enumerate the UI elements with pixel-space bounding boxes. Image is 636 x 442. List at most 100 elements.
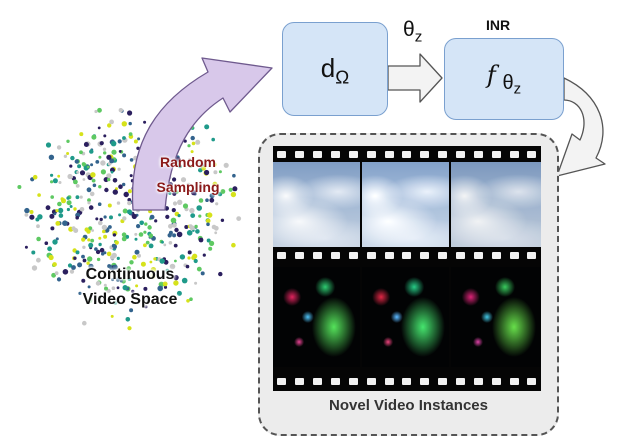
- cloud-point: [110, 140, 117, 147]
- cloud-point: [116, 278, 120, 282]
- cloud-point: [127, 110, 133, 116]
- novel-video-instances-caption: Novel Video Instances: [329, 397, 488, 414]
- cloud-point: [60, 197, 64, 201]
- cloud-point: [211, 224, 217, 230]
- random-sampling-line1: Random: [160, 154, 216, 170]
- cloud-point: [104, 187, 109, 193]
- cloud-point: [218, 170, 222, 174]
- cloud-point: [157, 285, 163, 292]
- inr-title: INR: [486, 17, 511, 33]
- cloud-point: [196, 205, 202, 211]
- cloud-point: [122, 153, 127, 158]
- cloud-point: [110, 314, 114, 318]
- cloud-point: [50, 226, 55, 231]
- cloud-point: [75, 250, 80, 255]
- cloud-point: [52, 239, 58, 245]
- cloud-point: [82, 178, 86, 181]
- cloud-point: [228, 187, 233, 192]
- cloud-point: [69, 164, 73, 168]
- cloud-point: [98, 155, 102, 159]
- cloud-point: [184, 225, 189, 229]
- cloud-point: [214, 231, 218, 235]
- cloud-point: [127, 277, 132, 281]
- cloud-point: [154, 219, 158, 223]
- cloud-point: [95, 249, 101, 255]
- inr-theta: θ: [502, 72, 514, 94]
- cloud-point: [129, 308, 134, 313]
- cloud-point: [190, 150, 194, 154]
- inr-function-label: f θz: [445, 61, 563, 98]
- cloud-point: [127, 326, 132, 331]
- cloud-point: [136, 146, 140, 150]
- cloud-point: [132, 254, 137, 260]
- cloud-point: [107, 264, 112, 269]
- cloud-point: [202, 253, 206, 257]
- cloud-point: [88, 226, 93, 231]
- cloud-point: [172, 191, 177, 196]
- cloud-point: [83, 142, 89, 147]
- cloud-point: [180, 177, 187, 183]
- cloud-point: [89, 191, 95, 197]
- cloud-point: [187, 250, 192, 255]
- cloud-point: [117, 139, 122, 144]
- film-strip-particles: [273, 263, 541, 391]
- cloud-point: [122, 208, 128, 214]
- cloud-point: [112, 189, 119, 195]
- cloud-point: [45, 142, 52, 148]
- cloud-point: [125, 317, 131, 322]
- cloud-point: [232, 186, 238, 192]
- cloud-point: [188, 158, 192, 162]
- cloud-point: [45, 205, 51, 211]
- cloud-point: [96, 257, 101, 262]
- cloud-point: [79, 207, 85, 212]
- cloud-point: [121, 121, 128, 127]
- film-sprockets-bottom: [273, 249, 541, 261]
- cloud-point: [187, 256, 191, 260]
- cloud-point: [140, 261, 146, 267]
- cloud-point: [58, 181, 62, 184]
- cloud-point: [189, 297, 193, 302]
- cloud-point: [198, 237, 204, 243]
- cloud-point: [190, 189, 197, 196]
- cloud-point: [209, 197, 215, 203]
- cloud-point: [67, 173, 73, 180]
- cloud-point: [111, 286, 116, 291]
- cloud-point: [116, 201, 121, 205]
- cloud-point: [129, 174, 133, 178]
- cloud-point: [103, 134, 107, 138]
- cloud-point: [44, 241, 49, 245]
- cloud-point: [167, 233, 172, 238]
- cloud-point: [188, 164, 193, 168]
- cloud-point: [165, 214, 170, 219]
- cloud-point: [88, 205, 94, 210]
- cloud-point: [144, 222, 148, 226]
- cloud-point: [81, 254, 85, 259]
- cloud-point: [99, 247, 105, 253]
- cloud-point: [173, 275, 179, 281]
- theta-main: θ: [403, 18, 415, 41]
- cloud-point: [172, 233, 177, 238]
- cloud-point: [134, 232, 138, 236]
- cloud-point: [32, 174, 38, 180]
- cloud-point: [153, 257, 157, 261]
- cloud-point: [29, 210, 34, 214]
- cloud-point: [78, 291, 82, 295]
- cloud-point: [181, 277, 188, 284]
- cloud-point: [199, 185, 203, 189]
- cloud-point: [67, 263, 73, 268]
- cloud-point: [50, 180, 54, 184]
- space-label-line2: Video Space: [82, 291, 178, 308]
- cloud-point: [103, 151, 107, 155]
- cloud-point: [223, 162, 229, 168]
- cloud-point: [231, 242, 236, 248]
- cloud-point: [123, 191, 129, 198]
- cloud-point: [98, 236, 102, 240]
- cloud-point: [55, 221, 61, 226]
- cloud-point: [127, 200, 132, 206]
- cloud-point: [31, 265, 38, 271]
- cloud-point: [103, 177, 109, 183]
- cloud-point: [87, 201, 91, 205]
- cloud-point: [190, 213, 196, 219]
- cloud-point: [143, 243, 147, 248]
- cloud-point: [179, 254, 186, 260]
